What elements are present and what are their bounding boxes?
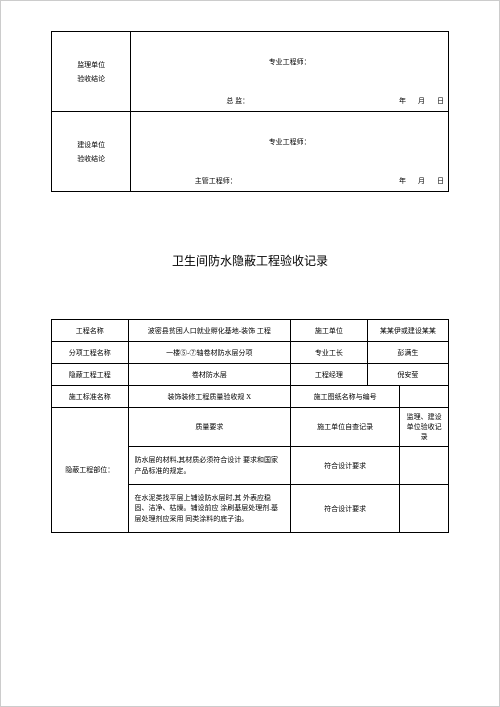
- engineer-label: 专业工程师：: [269, 57, 311, 67]
- supervisor-unit-label: 监理单位 验收结论: [52, 32, 131, 112]
- self-check-2: 符合设计要求: [291, 485, 400, 533]
- month-label: 月: [418, 176, 425, 186]
- supervisor-content: 专业工程师： 总 监： 年 月 日: [131, 32, 449, 112]
- foreman-value: 彭满生: [367, 342, 448, 364]
- supervisor-check-2: [400, 485, 449, 533]
- year-label: 年: [399, 96, 406, 106]
- quality-req-2: 在水泥类找平层上铺设防水层时,其 外表应稳固、洁净、枯燥。铺设前应 涂刷基层处理…: [128, 485, 291, 533]
- signature-line: 总 监： 年 月 日: [226, 96, 444, 106]
- construction-unit-label: 建设单位 验收结论: [52, 112, 131, 192]
- foreman-label: 专业工长: [291, 342, 368, 364]
- label-line1: 建设单位: [56, 138, 126, 152]
- construction-content: 专业工程师： 主管工程师： 年 月 日: [131, 112, 449, 192]
- approval-table: 监理单位 验收结论 专业工程师： 总 监： 年 月 日 建设单位 验收结论 专业…: [51, 31, 449, 192]
- engineer-label: 专业工程师：: [269, 137, 311, 147]
- label-line2: 验收结论: [56, 72, 126, 86]
- label-line1: 监理单位: [56, 58, 126, 72]
- subitem-name-label: 分项工程名称: [52, 342, 129, 364]
- year-label: 年: [399, 176, 406, 186]
- standard-name-label: 施工标准名称: [52, 386, 129, 408]
- quality-req-header: 质量要求: [128, 408, 291, 447]
- day-label: 日: [437, 96, 444, 106]
- supervisor-check-header: 监理、建设单位验收记录: [400, 408, 449, 447]
- month-label: 月: [418, 96, 425, 106]
- document-title: 卫生间防水隐蔽工程验收记录: [51, 252, 449, 269]
- subitem-name-value: 一楼⑤-⑦轴卷材防水层分项: [128, 342, 291, 364]
- self-check-1: 符合设计要求: [291, 447, 400, 485]
- date-part: 年 月 日: [399, 96, 444, 106]
- construction-unit-value: 某某伊或建设某某: [367, 320, 448, 342]
- construction-unit-label: 施工单位: [291, 320, 368, 342]
- day-label: 日: [437, 176, 444, 186]
- manager-value: 倪安莹: [367, 364, 448, 386]
- drawing-value: [400, 386, 449, 408]
- quality-req-1: 防水层的材料,其材质必须符合设计 要求和国家产品标准的规定。: [128, 447, 291, 485]
- date-part: 年 月 日: [399, 176, 444, 186]
- signature-line: 主管工程师： 年 月 日: [195, 176, 444, 186]
- hidden-project-value: 卷材防水层: [128, 364, 291, 386]
- role-label: 总 监：: [226, 96, 249, 106]
- standard-name-value: 装饰装修工程质量验收规 X: [128, 386, 291, 408]
- hidden-location-label: 隐蔽工程部位：: [52, 408, 129, 533]
- project-name-value: 波密县贫困人口就业孵化基地-装饰 工程: [128, 320, 291, 342]
- supervisor-check-1: [400, 447, 449, 485]
- label-line2: 验收结论: [56, 152, 126, 166]
- project-name-label: 工程名称: [52, 320, 129, 342]
- hidden-project-label: 隐蔽工程工程: [52, 364, 129, 386]
- inspection-record-table: 工程名称 波密县贫困人口就业孵化基地-装饰 工程 施工单位 某某伊或建设某某 分…: [51, 319, 449, 533]
- role-label: 主管工程师：: [195, 176, 237, 186]
- self-check-header: 施工单位自查记录: [291, 408, 400, 447]
- drawing-label: 施工图纸名称与编号: [291, 386, 400, 408]
- manager-label: 工程经理: [291, 364, 368, 386]
